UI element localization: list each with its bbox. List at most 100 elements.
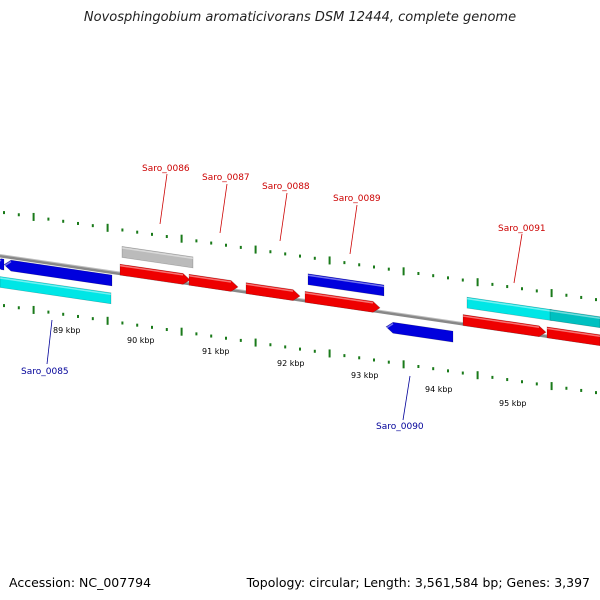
scale-label-91kbp: 91 kbp [202,347,230,356]
gene-label-saro-0088[interactable]: Saro_0088 [262,182,310,192]
outer-ring-minor-tick [239,245,242,249]
saro-0086-feature[interactable] [121,246,194,269]
outer-ring-minor-tick [432,274,435,278]
outer-ring-minor-tick [313,256,316,260]
scale-label-94kbp: 94 kbp [425,385,453,394]
gene-labels: Saro_0085 Saro_0086 Saro_0087 Saro_0088 … [21,164,546,432]
scale-label-95kbp: 95 kbp [499,399,527,408]
saro-0086-gene[interactable] [119,263,191,285]
gene-label-saro-0085[interactable]: Saro_0085 [21,367,69,377]
saro-0092-orf[interactable] [549,309,600,329]
saro-0092-gene[interactable] [546,326,600,347]
gene-label-saro-0090[interactable]: Saro_0090 [376,422,424,432]
outer-ring-minor-tick [506,285,509,289]
upstream-gene[interactable] [0,258,5,271]
outer-ring-minor-tick [580,295,583,299]
saro-0086-feature-shine [121,247,194,260]
genome-summary-label: Topology: circular; Length: 3,561,584 bp… [246,575,590,590]
saro-0090-gene[interactable] [385,321,454,343]
inner-ring-minor-tick [299,347,301,351]
inner-ring-minor-tick [91,317,94,321]
outer-ring-minor-tick [535,289,538,293]
feature-track [0,246,600,347]
inner-ring-minor-tick [417,365,420,369]
saro-0088-gene[interactable] [245,282,301,301]
outer-ring-major-tick [254,245,257,254]
inner-ring-minor-tick [595,391,597,395]
gene-label-saro-0089[interactable]: Saro_0089 [333,194,381,204]
inner-ring-major-tick [32,305,35,314]
outer-ring-minor-tick [225,243,227,247]
inner-ring-major-tick [106,316,109,325]
leader-line-saro-0091 [513,233,523,284]
genome-title: Novosphingobium aromaticivorans DSM 1244… [83,10,517,25]
gene-label-saro-0086[interactable]: Saro_0086 [142,164,190,174]
leader-line-saro-0088 [279,192,288,242]
saro-0091-orf[interactable] [466,296,553,321]
inner-ring-minor-tick [373,358,375,362]
outer-ring-major-tick [180,234,183,243]
saro-0086-gene-shine [119,264,184,276]
saro-0085-orf-shine [0,277,112,296]
inner-ring-minor-tick [535,382,538,386]
outer-ring-minor-tick [165,235,168,239]
inner-ring-minor-tick [239,338,242,342]
outer-ring-major-tick [32,212,35,221]
inner-ring-minor-tick [447,369,449,373]
outer-ring-major-tick [106,223,109,232]
inner-ring-minor-tick [387,360,390,364]
outer-ring-minor-tick [491,282,494,286]
outer-ring-minor-tick [461,278,464,282]
inner-ring-minor-tick [461,371,464,375]
inner-ring-major-tick [550,382,553,391]
inner-ring-major-tick [254,338,257,347]
outer-ring-minor-tick [77,221,79,225]
scale-label-93kbp: 93 kbp [351,371,379,380]
scale-label-90kbp: 90 kbp [127,336,155,345]
leader-line-saro-0085 [46,319,53,365]
saro-0089-rev-feature[interactable] [307,273,385,297]
saro-0085-gene[interactable] [3,259,113,287]
inner-ring-major-tick [476,371,479,380]
outer-ring-minor-tick [521,287,523,291]
inner-ring-minor-tick [195,332,198,336]
inner-ring-minor-tick [47,310,50,314]
saro-0091-orf-shine [466,297,553,312]
inner-ring-minor-tick [269,343,272,347]
outer-ring-minor-tick [358,263,361,267]
saro-0089-rev-feature-shine [307,274,385,288]
inner-ring-major-tick [180,327,183,336]
saro-0088-gene-shine [245,283,294,292]
outer-ring-minor-tick [595,298,597,302]
outer-ring-minor-tick [62,219,65,223]
accession-label: Accession: NC_007794 [9,575,152,590]
leader-line-saro-0086 [159,173,168,225]
saro-0091-gene[interactable] [462,314,547,338]
outer-ring-minor-tick [447,276,449,280]
gene-label-saro-0091[interactable]: Saro_0091 [498,224,546,234]
leader-line-saro-0089 [349,204,358,255]
scale-label-92kbp: 92 kbp [277,359,305,368]
outer-ring-minor-tick [284,252,287,256]
inner-ring-minor-tick [358,356,361,360]
inner-ring-minor-tick [17,306,20,310]
outer-ring-minor-tick [269,250,272,254]
gene-label-saro-0087[interactable]: Saro_0087 [202,173,250,183]
inner-ring-minor-tick [121,321,124,325]
inner-ring-minor-tick [506,378,509,382]
inner-ring-minor-tick [313,349,316,353]
saro-0089-gene-shine [304,292,374,304]
inner-ring-minor-tick [210,334,213,338]
inner-ring-minor-tick [491,375,494,379]
inner-ring-minor-tick [343,354,346,358]
outer-ring-major-tick [328,256,331,265]
saro-0087-gene[interactable] [188,273,239,292]
outer-ring-minor-tick [136,230,139,234]
inner-ring-major-tick [328,349,331,358]
outer-ring-major-tick [402,267,405,276]
saro-0085-orf[interactable] [0,276,112,305]
outer-ring-minor-tick [343,261,346,265]
saro-0089-gene[interactable] [304,290,381,313]
outer-ring-minor-tick [210,241,213,245]
